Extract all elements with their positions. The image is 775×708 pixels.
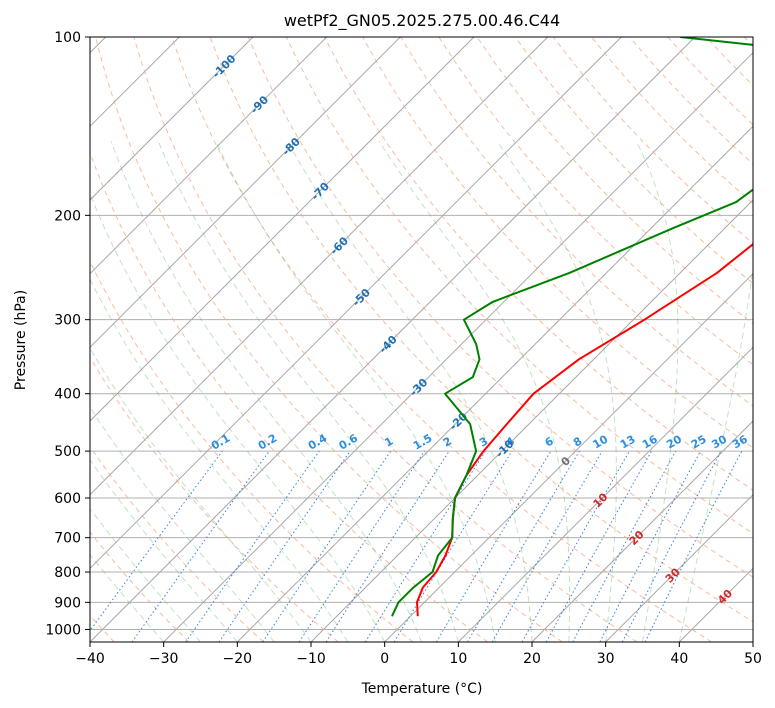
mixing-ratio-line [644,450,743,642]
isotherm-line [90,37,475,422]
dry-adiabat [209,37,753,623]
isotherm-line [384,272,753,642]
isotherm-line [457,346,753,642]
mixing-ratio-line [298,450,425,642]
y-tick-label: 300 [54,313,81,329]
plot-frame [89,36,754,643]
y-tick-label: 600 [54,491,81,507]
moist-adiabat [110,141,422,642]
isotherm-line [90,37,696,642]
y-tick-label: 800 [54,565,81,581]
x-tick-label: 10 [449,651,467,667]
mixing-ratio-line [545,450,653,642]
mixing-ratio-line [393,450,513,642]
moist-adiabat [90,553,165,642]
moist-adiabat [90,347,312,642]
isotherm-line [90,37,622,570]
dry-adiabat [90,356,339,642]
mixing-ratio-line [325,450,450,642]
temperature-profile-line [416,242,753,617]
dry-adiabat [90,260,414,642]
mixing-ratio-line [90,450,223,632]
x-tick-label: 40 [670,651,688,667]
moist-adiabat [90,192,386,642]
x-tick-label: −40 [75,651,105,667]
x-axis-title: Temperature (°C) [361,681,483,697]
mixing-ratio-line [218,450,351,642]
moist-adiabat [90,278,349,642]
isotherm-line [605,493,753,642]
isotherm-line [90,37,254,201]
y-tick-label: 400 [54,387,81,403]
moist-adiabat [496,141,617,642]
dry-adiabat [95,37,563,642]
dry-adiabat [133,37,638,642]
dry-adiabat [400,37,753,407]
moist-adiabat [90,507,201,642]
x-tick-label: −10 [296,651,326,667]
isotherm-line [163,51,753,642]
isotherm-line [90,37,401,349]
y-tick-label: 900 [54,595,81,611]
x-tick-label: 20 [523,651,541,667]
chart-title: wetPf2_GN05.2025.275.00.46.C44 [284,11,560,31]
dry-adiabat [514,37,753,285]
mixing-ratio-line [521,450,630,642]
moist-adiabat [635,141,679,642]
moist-adiabat [287,141,533,642]
mixing-ratio-line [185,450,320,642]
isotherm-line [90,37,328,275]
isotherm-line [531,420,753,642]
dry-adiabat [247,37,753,578]
y-axis: 100 200 300 400 500 600 700 800 900 1000 [45,30,90,638]
moist-adiabat [678,263,753,642]
x-tick-label: −20 [223,651,253,667]
y-tick-label: 500 [54,444,81,460]
dry-adiabat [90,151,488,642]
isotherm-line [236,125,753,642]
dry-adiabat [90,445,264,642]
x-tick-label: 0 [380,651,389,667]
x-tick-label: −30 [149,651,179,667]
y-tick-label: 700 [54,531,81,547]
mixing-ratio-line [572,450,677,642]
mixing-ratio-line [131,450,270,642]
moist-adiabat [215,141,496,642]
y-tick-label: 100 [54,30,81,46]
y-tick-label: 1000 [45,622,81,638]
moist-adiabat [378,141,571,642]
dry-adiabat [171,37,712,642]
plot-area: 0.1 0.2 0.4 0.6 1 1.5 2 3 4 6 8 10 13 16 20 25 30 36-100-… [90,37,753,642]
dry-adiabat [90,531,190,642]
y-tick-label: 200 [54,208,81,224]
x-tick-label: 50 [744,651,762,667]
dry-adiabat [285,37,753,534]
x-axis: −40 −30 −20 −10 0 10 20 30 40 50 [75,642,762,667]
moist-adiabat [90,406,275,642]
dewpoint-profile-line [391,37,753,617]
isotherm-line [90,37,549,496]
moist-adiabat [90,459,238,642]
x-tick-label: 30 [597,651,615,667]
moist-adiabat [157,141,459,642]
mixing-ratio-line [262,450,392,642]
y-axis-title: Pressure (hPa) [13,290,29,390]
